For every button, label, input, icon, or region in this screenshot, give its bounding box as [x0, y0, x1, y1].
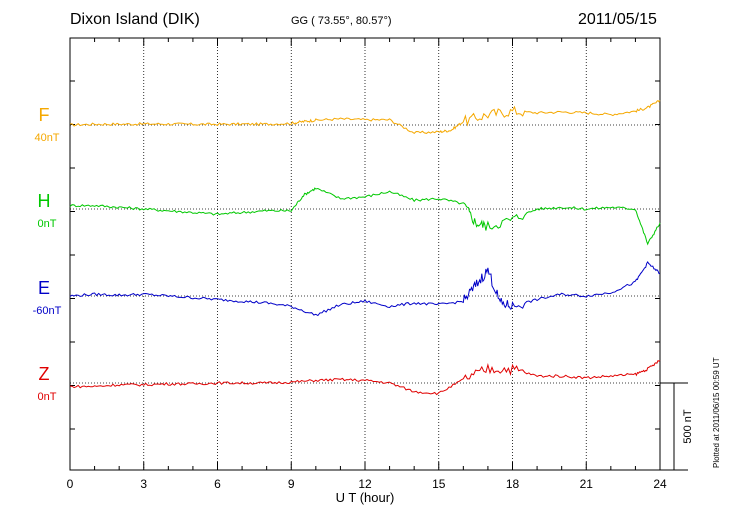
scale-bar: 500 nT	[660, 382, 694, 471]
axis-ticks	[69, 38, 661, 470]
baselines	[70, 124, 660, 384]
channel-letter-e: E	[38, 278, 50, 298]
series-line-e	[69, 260, 661, 317]
x-tick-label: 6	[214, 477, 221, 491]
series-line-f	[69, 99, 661, 135]
x-tick-label: 21	[580, 477, 594, 491]
x-tick-label: 18	[506, 477, 520, 491]
x-tick-label: 0	[67, 477, 74, 491]
x-tick-label: 3	[140, 477, 147, 491]
series-lines	[69, 99, 661, 396]
series-line-z	[69, 359, 661, 396]
x-tick-labels: 0 3 6 9 12 15 18 21 24	[67, 477, 667, 491]
channel-letter-f: F	[39, 105, 50, 125]
x-axis-label: U T (hour)	[336, 490, 395, 505]
channel-letter-h: H	[38, 191, 51, 211]
chart-date: 2011/05/15	[578, 11, 657, 28]
x-tick-label: 24	[653, 477, 667, 491]
series-line-h	[69, 187, 661, 246]
channel-baseline-e: -60nT	[33, 305, 62, 317]
channel-letter-z: Z	[39, 364, 50, 384]
x-tick-label: 15	[432, 477, 446, 491]
x-tick-label: 12	[358, 477, 372, 491]
channel-labels: F 40nT H 0nT E -60nT Z 0nT	[33, 105, 62, 403]
x-tick-label: 9	[288, 477, 295, 491]
channel-baseline-h: 0nT	[38, 218, 57, 230]
station-title: Dixon Island (DIK)	[70, 11, 200, 28]
channel-baseline-z: 0nT	[38, 391, 57, 403]
grid-lines	[143, 38, 587, 470]
scale-bar-label: 500 nT	[682, 409, 694, 444]
station-coords: GG ( 73.55°, 80.57°)	[291, 15, 392, 27]
channel-baseline-f: 40nT	[34, 132, 59, 144]
